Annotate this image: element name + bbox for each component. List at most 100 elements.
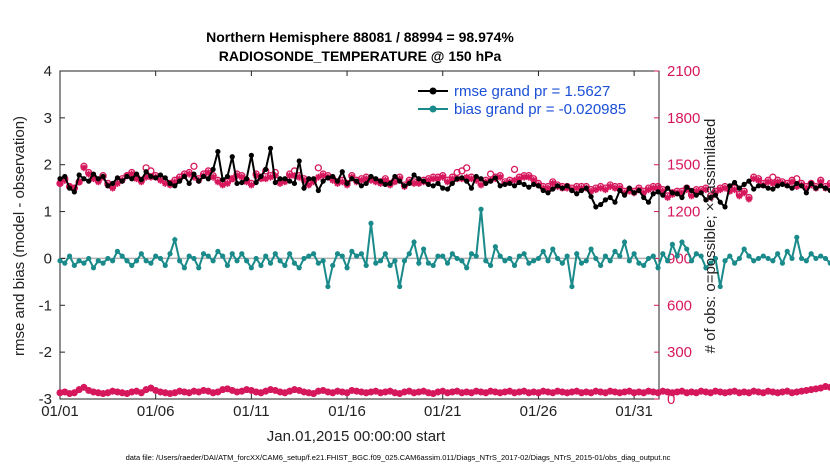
bias-point (119, 253, 125, 259)
legend: rmse grand pr = 1.5627 bias grand pr = -… (418, 83, 626, 118)
obs-assimilated-marker-low (85, 387, 93, 394)
obs-assimilated-marker (219, 181, 227, 189)
obs-assimilated-marker-low (491, 388, 499, 396)
obs-assimilated-marker (448, 175, 456, 183)
rmse-point (526, 184, 532, 190)
bias-point (631, 251, 637, 257)
obs-assimilated-marker-low (123, 390, 131, 397)
bias-point (296, 265, 302, 271)
rmse-point (822, 185, 829, 191)
obs-assimilated-marker-low (798, 387, 805, 395)
obs-assimilated-marker-low (171, 389, 179, 397)
obs-assimilated-marker-low (630, 389, 638, 397)
rmse-point (454, 176, 460, 182)
obs-assimilated-marker-low (367, 388, 375, 396)
rmse-point (143, 169, 149, 175)
obs-assimilated-marker-low (587, 389, 595, 397)
rmse-point (181, 173, 187, 180)
axis-ticks: 01/01 01/06 01/11 01/16 01/21 01/26 01/3143210… (39, 63, 701, 420)
bias-point (325, 283, 331, 290)
obs-assimilated-marker-low (812, 385, 820, 393)
bias-point (71, 262, 77, 269)
obs-assimilated-marker-low (487, 387, 494, 395)
bias-point (755, 255, 762, 262)
obs-assimilated-marker-low (439, 387, 447, 395)
y-right-tick-label: 2100 (667, 63, 700, 80)
obs-assimilated-marker-low (286, 387, 294, 395)
obs-assimilated-marker (314, 173, 322, 181)
bias-point (674, 253, 680, 259)
rmse-point (535, 183, 542, 189)
rmse-point (272, 179, 278, 186)
bias-point (86, 255, 92, 262)
rmse-point (138, 177, 144, 183)
rmse-point (157, 172, 164, 178)
obs-assimilated-marker-low (204, 387, 212, 395)
bias-point (186, 253, 192, 259)
obs-assimilated-marker-low (133, 387, 140, 395)
y-axis-right-label: # of obs: o=possible; ×=assimilated (702, 119, 719, 354)
obs-assimilated-marker (664, 194, 672, 201)
obs-assimilated-marker (606, 183, 614, 190)
bias-point (143, 258, 149, 264)
bias-point (401, 258, 408, 264)
bias-point (277, 258, 283, 264)
rmse-point (220, 177, 226, 183)
obs-assimilated-marker (587, 187, 595, 195)
obs-assimilated-marker-low (755, 388, 762, 396)
obs-assimilated-marker (549, 180, 557, 187)
bias-point (114, 248, 121, 254)
obs-assimilated-marker-low (654, 389, 662, 397)
rmse-point (263, 166, 269, 172)
rmse-point (397, 178, 403, 184)
obs-assimilated-marker-low (578, 389, 585, 397)
bias-point (679, 239, 685, 245)
obs-assimilated-marker (726, 187, 734, 195)
obs-assimilated-marker-low (602, 389, 609, 397)
y-left-tick-label: 1 (44, 204, 52, 221)
rmse-point (186, 180, 192, 187)
rmse-point (114, 175, 121, 181)
bias-point (253, 255, 259, 262)
obs-assimilated-marker-low (386, 387, 394, 395)
y-left-tick-label: -3 (39, 391, 52, 408)
rmse-point (464, 178, 470, 184)
bias-point (373, 260, 379, 266)
rmse-point (502, 181, 508, 187)
obs-assimilated-marker (530, 176, 538, 184)
obs-assimilated-marker-low (238, 387, 246, 395)
y-axis-left-label: rmse and bias (model - observation) (11, 116, 28, 356)
obs-assimilated-marker-low (621, 388, 628, 396)
bias-point (731, 260, 738, 266)
rmse-point (665, 185, 671, 191)
rmse-point (334, 178, 341, 184)
rmse-point (172, 183, 178, 189)
obs-assimilated-marker (692, 187, 700, 195)
rmse-point (459, 175, 465, 181)
rmse-point (679, 194, 685, 201)
rmse-point (435, 180, 441, 187)
obs-assimilated-marker (300, 176, 308, 184)
bias-point (220, 253, 226, 259)
bias-point (818, 253, 824, 259)
obs-assimilated-marker (802, 184, 810, 192)
obs-assimilated-marker (654, 184, 662, 192)
plot-area (59, 70, 660, 400)
obs-assimilated-marker-low (362, 389, 370, 397)
obs-assimilated-marker (209, 173, 217, 181)
obs-assimilated-marker-low (707, 389, 715, 397)
obs-assimilated-marker (358, 176, 365, 184)
obs-assimilated-marker-low (673, 388, 681, 396)
obs-assimilated-marker (157, 176, 164, 184)
bias-point (665, 258, 671, 264)
obs-assimilated-marker-low (90, 388, 97, 396)
bias-point (612, 248, 618, 254)
obs-assimilated-marker-low (295, 387, 303, 394)
y-right-tick-label: 1800 (667, 110, 700, 127)
obs-assimilated-marker (372, 178, 380, 186)
rmse-point (153, 175, 159, 181)
obs-assimilated-marker-low (668, 389, 676, 397)
rmse-point (550, 186, 556, 192)
x-tick-label: 01/11 (233, 403, 269, 420)
obs-assimilated-marker-low (281, 389, 289, 397)
